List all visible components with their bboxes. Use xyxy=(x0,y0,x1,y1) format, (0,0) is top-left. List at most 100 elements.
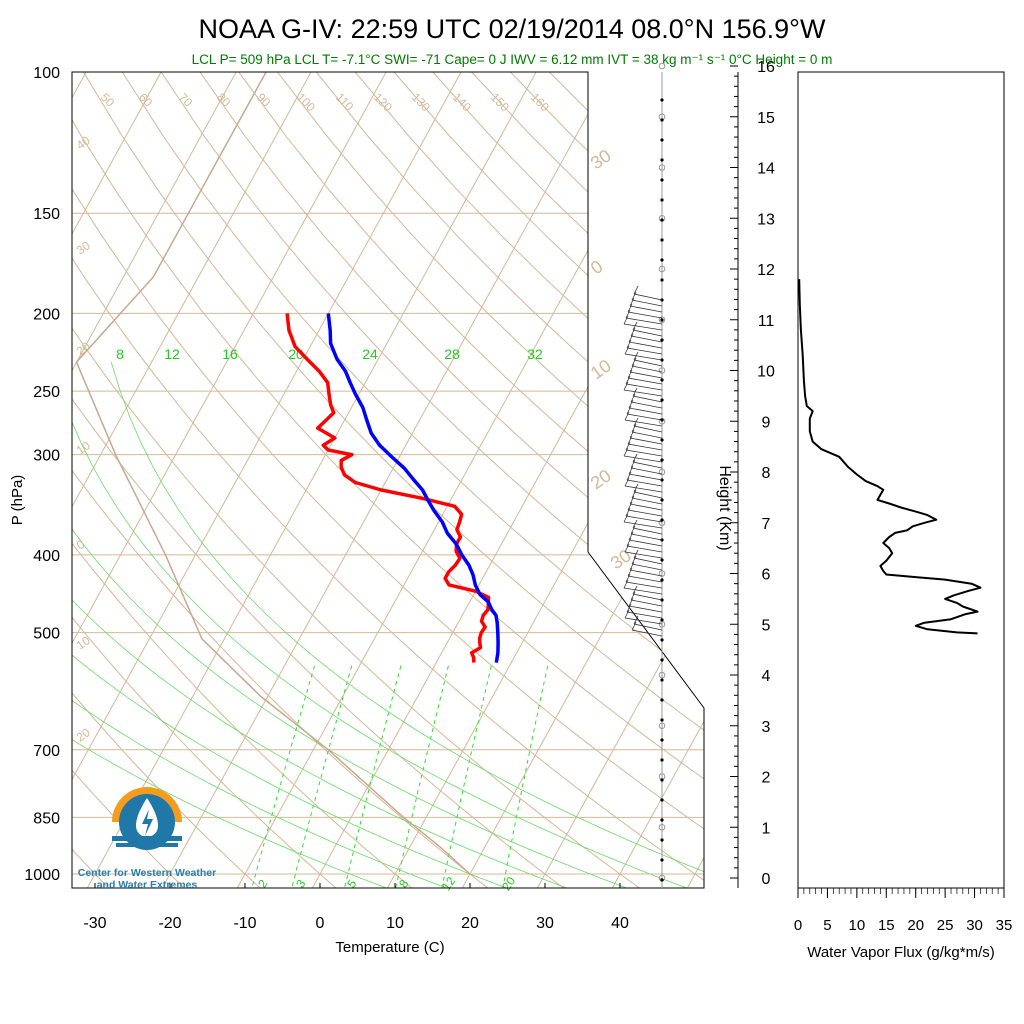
mixing-ratio-line xyxy=(501,665,549,888)
pressure-tick-label: 500 xyxy=(33,626,60,643)
wind-barb-shaft xyxy=(628,407,663,415)
dry-adiabat-line xyxy=(277,72,704,888)
wind-barb-shaft xyxy=(628,473,663,481)
wind-barb-flag xyxy=(627,501,633,511)
dry-adiabat-line xyxy=(393,72,704,888)
wind-level-dot xyxy=(660,818,664,822)
wind-level-dot xyxy=(660,118,664,122)
wind-barb-shaft xyxy=(624,419,663,427)
skew-t-frame xyxy=(71,71,705,889)
height-tick-label: 10 xyxy=(757,364,775,381)
wind-barb-shaft xyxy=(631,299,663,307)
wind-barb-flag xyxy=(632,321,638,331)
wind-barb-shaft xyxy=(627,575,663,583)
wind-barb-flag xyxy=(631,357,637,367)
height-tick-label: 12 xyxy=(757,262,775,279)
wind-barb-flag xyxy=(633,417,639,427)
dry-adiabat-line xyxy=(72,72,640,888)
wind-level-dot xyxy=(660,338,664,342)
wind-barb-shaft xyxy=(628,539,663,547)
isotherm-line xyxy=(460,72,704,888)
isotherm-line xyxy=(85,72,537,888)
height-tick-label: 8 xyxy=(762,465,771,482)
chart-subtitle: LCL P= 509 hPa LCL T= -7.1°C SWI= -71 Ca… xyxy=(192,52,833,67)
dry-adiabat-line xyxy=(72,72,704,888)
dry-adiabat-line xyxy=(72,72,704,888)
wind-level-circle xyxy=(658,62,666,70)
wind-barb-flag xyxy=(630,393,636,403)
wind-barb-shaft xyxy=(624,551,663,559)
pressure-tick-label: 150 xyxy=(33,206,60,223)
theta-e-label: 24 xyxy=(362,346,378,362)
wind-barb-flag xyxy=(633,549,639,559)
wind-barb-shaft xyxy=(628,605,663,613)
height-axis-label: Height (Km) xyxy=(716,465,733,550)
height-tick-label: 6 xyxy=(762,567,771,584)
flux-line xyxy=(798,279,982,635)
wind-barb-shaft xyxy=(633,359,663,367)
mixing-ratio-line xyxy=(290,665,353,888)
wind-barb-flag xyxy=(623,513,629,523)
wind-level-dot xyxy=(660,258,664,262)
wind-barb-shaft xyxy=(630,401,663,409)
temperature-tick-label: -30 xyxy=(83,915,106,932)
dry-adiabat-label: 90 xyxy=(254,90,274,110)
wind-barb-flag xyxy=(625,441,631,451)
chart-title: NOAA G-IV: 22:59 UTC 02/19/2014 08.0°N 1… xyxy=(199,14,826,44)
wind-barb-shaft xyxy=(626,545,663,553)
wind-level-dot xyxy=(660,458,664,462)
isotherm-line xyxy=(72,72,462,888)
isotherm-line xyxy=(72,72,312,888)
wind-barb-flag xyxy=(629,561,635,571)
parcel-trace xyxy=(75,72,471,875)
wind-barb-flag xyxy=(631,291,637,301)
isotherm-label: 10 xyxy=(587,355,615,383)
isotherm-label: 30 xyxy=(587,145,615,173)
wind-level-dot xyxy=(660,518,664,522)
wind-barb-flag xyxy=(625,507,631,517)
wind-level-dot xyxy=(660,698,664,702)
temperature-tick-label: -10 xyxy=(233,915,256,932)
wind-barb-flag xyxy=(629,495,635,505)
height-tick-label: 0 xyxy=(762,871,771,888)
wind-level-dot xyxy=(660,238,664,242)
wind-barb-flag xyxy=(624,477,630,487)
wind-level-dot xyxy=(660,158,664,162)
wind-barb-flag xyxy=(633,351,639,361)
wind-barb-flag xyxy=(631,555,637,565)
height-tick-label: 13 xyxy=(757,211,775,228)
wind-barb-shaft xyxy=(630,467,663,475)
temperature-tick-label: 30 xyxy=(536,915,554,932)
pressure-tick-label: 1000 xyxy=(24,867,60,884)
wind-barb-shaft xyxy=(625,449,663,457)
mixing-ratio-line xyxy=(343,665,402,888)
wind-level-dot xyxy=(660,318,664,322)
moist-adiabat-line xyxy=(72,361,395,888)
pressure-tick-label: 700 xyxy=(33,743,60,760)
wind-barb-shaft xyxy=(625,383,663,391)
wind-level-circle xyxy=(658,265,666,273)
height-tick-label: 1 xyxy=(762,820,771,837)
wind-barb-flag xyxy=(626,405,632,415)
height-tick-label: 15 xyxy=(757,110,775,127)
height-tick-label: 14 xyxy=(757,161,775,178)
wind-level-dot xyxy=(660,618,664,622)
wind-barb-flag xyxy=(627,567,633,577)
theta-e-label: 32 xyxy=(527,346,543,362)
wind-barb-flag xyxy=(623,579,629,589)
wind-barb-shaft xyxy=(625,515,663,523)
height-tick-label: 4 xyxy=(762,668,771,685)
moist-adiabat-line xyxy=(110,361,704,888)
wind-barb-flag xyxy=(633,483,639,493)
isotherm-line xyxy=(761,72,1024,891)
height-tick-label: 2 xyxy=(762,770,771,787)
wind-barb-flag xyxy=(629,297,635,307)
moist-adiabat-line xyxy=(72,361,455,888)
wind-barb-flag xyxy=(630,525,636,535)
wind-barb-shaft xyxy=(623,389,663,397)
wind-barb-flag xyxy=(630,459,636,469)
flux-panel-axes: 0 5 10 15 20 25 30 35 xyxy=(794,888,1012,934)
dry-adiabat-line xyxy=(72,72,412,888)
